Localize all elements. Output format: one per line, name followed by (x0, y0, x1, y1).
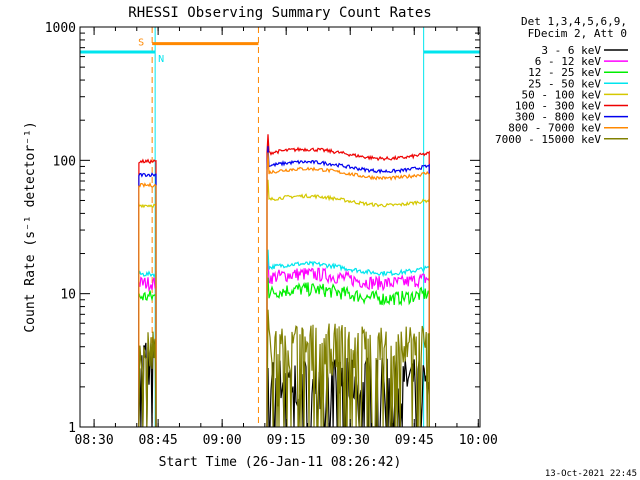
night-label: N (158, 54, 164, 65)
series-6-trace-1 (266, 146, 430, 427)
series-7-trace-0 (138, 181, 157, 427)
series-5 (138, 134, 430, 427)
y-tick-label-3: 1000 (45, 21, 76, 36)
series-2-trace-0 (138, 290, 157, 427)
legend-entry-0: 3 - 6 keV (541, 44, 601, 57)
axis-ticks: 08:30 08:45 09:00 09:15 09:30 09:45 10:00 1 10 10… (45, 21, 498, 448)
x-tick-label-4: 09:30 (331, 433, 370, 448)
y-tick-label-2: 100 (53, 154, 76, 169)
series-4-trace-0 (138, 202, 157, 427)
footer-timestamp: 13-Oct-2021 22:45 (545, 469, 637, 479)
x-axis-label: Start Time (26-Jan-11 08:26:42) (159, 455, 402, 470)
x-tick-label-3: 09:15 (267, 433, 306, 448)
legend-header-1: FDecim 2, Att 0 (528, 27, 627, 40)
series-2-trace-1 (266, 277, 430, 427)
legend-entry-6: 300 - 800 keV (515, 111, 601, 124)
legend-entry-1: 6 - 12 keV (535, 55, 602, 68)
legend-entry-3: 25 - 50 keV (528, 77, 601, 90)
x-tick-label-2: 09:00 (203, 433, 242, 448)
y-tick-label-1: 10 (60, 288, 76, 303)
series-3 (138, 249, 430, 427)
series-3-trace-0 (138, 270, 157, 427)
series-1-trace-0 (138, 276, 157, 427)
saa-label: S (138, 38, 144, 49)
legend-entry-4: 50 - 100 keV (522, 88, 602, 101)
chart-title: RHESSI Observing Summary Count Rates (128, 5, 431, 21)
y-axis-label: Count Rate (s⁻¹ detector⁻¹) (23, 121, 38, 332)
y-tick-label-0: 1 (68, 421, 76, 436)
series-8 (138, 309, 430, 427)
legend-entry-7: 800 - 7000 keV (508, 122, 601, 135)
series-1-trace-1 (266, 255, 430, 427)
legend-header-0: Det 1,3,4,5,6,9, (521, 15, 627, 28)
series-6 (138, 146, 430, 427)
plot-clip-group (80, 27, 480, 427)
series-7-trace-1 (266, 152, 430, 427)
plot-area: SN (80, 27, 480, 427)
series-8-trace-0 (138, 331, 157, 427)
plot-frame (79, 26, 481, 428)
series-4 (138, 179, 430, 427)
series-2 (138, 277, 430, 427)
series-6-trace-0 (138, 172, 157, 427)
x-tick-label-0: 08:30 (75, 433, 114, 448)
legend: Det 1,3,4,5,6,9,FDecim 2, Att 0 3 - 6 keV… (495, 15, 628, 146)
series-5-trace-0 (138, 158, 157, 427)
series-5-trace-1 (266, 134, 430, 427)
x-tick-label-1: 08:45 (139, 433, 178, 448)
legend-entry-8: 7000 - 15000 keV (495, 133, 601, 146)
legend-entry-2: 12 - 25 keV (528, 66, 601, 79)
series-4-trace-1 (266, 179, 430, 427)
series-7 (138, 152, 430, 427)
x-tick-label-6: 10:00 (459, 433, 498, 448)
series-3-trace-1 (266, 249, 430, 427)
series-0-trace-1 (266, 357, 430, 427)
series-1 (138, 255, 430, 427)
legend-entry-5: 100 - 300 keV (515, 100, 601, 113)
series-8-trace-1 (266, 309, 430, 427)
x-tick-label-5: 09:45 (395, 433, 434, 448)
